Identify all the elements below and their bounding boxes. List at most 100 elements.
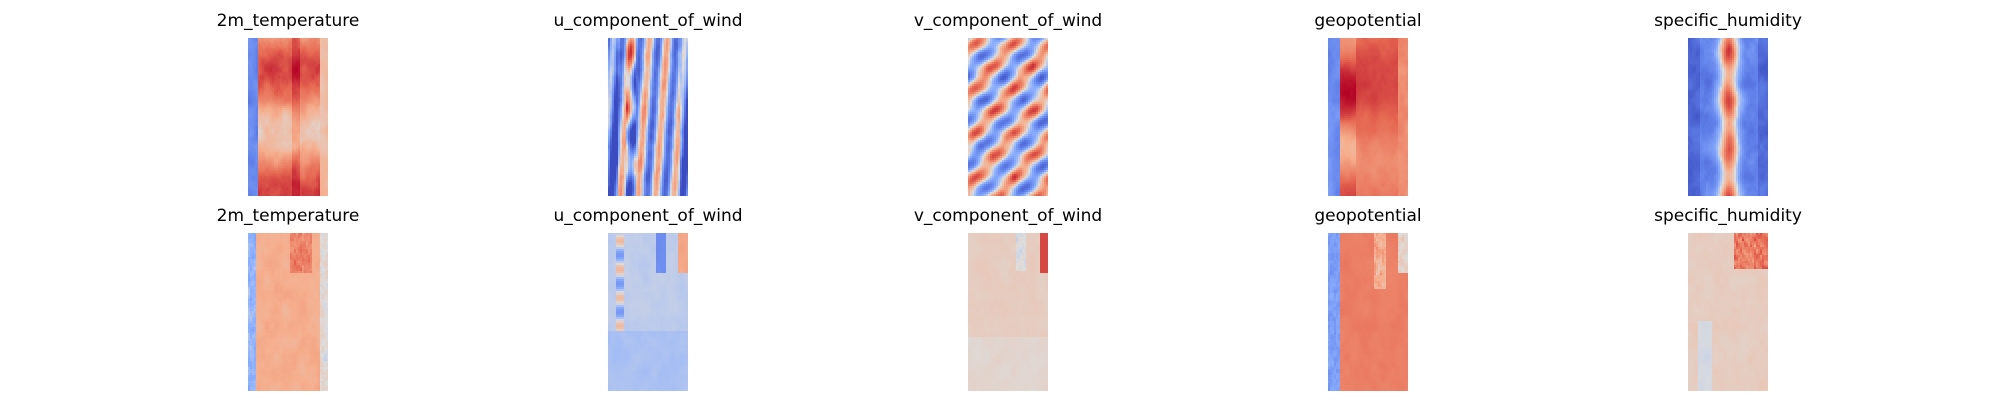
- heatmap-cell: [256, 184, 259, 187]
- heatmap-cell: [672, 90, 675, 93]
- heatmap-cell: [268, 168, 271, 171]
- heatmap-cell: [684, 114, 687, 117]
- heatmap-cell: [258, 72, 261, 75]
- heatmap-cell: [326, 50, 328, 53]
- heatmap-cell: [274, 124, 277, 127]
- heatmap-cell: [674, 104, 677, 107]
- heatmap-cell: [254, 166, 257, 169]
- heatmap-cell: [280, 92, 283, 95]
- heatmap-cell: [660, 108, 663, 111]
- heatmap-cell: [266, 180, 269, 183]
- heatmap-cell: [614, 84, 617, 87]
- heatmap-cell: [310, 54, 313, 57]
- heatmap-cell: [266, 176, 269, 179]
- heatmap-cell: [262, 104, 265, 107]
- heatmap-cell: [640, 50, 643, 53]
- heatmap-cell: [322, 180, 325, 183]
- heatmap-cell: [624, 60, 627, 63]
- heatmap-cell: [280, 186, 283, 189]
- heatmap-cell: [324, 84, 327, 87]
- heatmap-cell: [622, 48, 625, 51]
- heatmap-cell: [276, 116, 279, 119]
- heatmap-cell: [616, 92, 619, 95]
- heatmap-cell: [318, 40, 321, 43]
- heatmap-cell: [670, 114, 673, 117]
- heatmap-cell: [268, 106, 271, 109]
- heatmap-cell: [668, 52, 671, 55]
- heatmap-cell: [312, 194, 315, 196]
- heatmap-cell: [292, 166, 295, 169]
- heatmap-cell: [270, 150, 273, 153]
- heatmap-cell: [266, 156, 269, 159]
- heatmap-cell: [322, 40, 325, 43]
- heatmap-cell: [318, 182, 321, 185]
- heatmap-cell: [302, 98, 305, 101]
- heatmap-cell: [626, 94, 629, 97]
- heatmap-cell: [614, 68, 617, 71]
- heatmap-cell: [262, 140, 265, 143]
- heatmap-cell: [252, 174, 255, 177]
- heatmap-cell: [656, 58, 659, 61]
- heatmap-cell: [674, 62, 677, 65]
- heatmap-cell: [296, 56, 299, 59]
- heatmap-cell: [670, 68, 673, 71]
- heatmap-cell: [282, 182, 285, 185]
- heatmap-cell: [616, 66, 619, 69]
- heatmap-cell: [646, 42, 649, 45]
- heatmap-cell: [296, 86, 299, 89]
- heatmap-cell: [260, 86, 263, 89]
- heatmap-cell: [252, 192, 255, 195]
- heatmap-cell: [650, 90, 653, 93]
- heatmap-cell: [650, 124, 653, 127]
- heatmap-cell: [318, 80, 321, 83]
- heatmap-cell: [622, 88, 625, 91]
- heatmap-cell: [262, 154, 265, 157]
- heatmap-cell: [646, 108, 649, 111]
- heatmap-cell: [294, 84, 297, 87]
- heatmap-cell: [324, 156, 327, 159]
- heatmap-cell: [666, 50, 669, 53]
- heatmap-cell: [258, 122, 261, 125]
- heatmap-cell: [296, 172, 299, 175]
- heatmap-cell: [278, 66, 281, 69]
- heatmap-cell: [300, 172, 303, 175]
- heatmap-cell: [316, 156, 319, 159]
- heatmap-cell: [256, 96, 259, 99]
- heatmap-cell: [312, 106, 315, 109]
- heatmap-cell: [302, 168, 305, 171]
- heatmap-cell: [316, 78, 319, 81]
- heatmap-cell: [282, 62, 285, 65]
- heatmap-cell: [308, 76, 311, 79]
- heatmap-cell: [642, 104, 645, 107]
- heatmap-cell: [658, 54, 661, 57]
- heatmap-cell: [322, 106, 325, 109]
- heatmap-cell: [258, 140, 261, 143]
- heatmap-cell: [252, 116, 255, 119]
- heatmap-cell: [290, 178, 293, 181]
- heatmap-cell: [260, 136, 263, 139]
- heatmap-cell: [286, 170, 289, 173]
- heatmap-cell: [294, 158, 297, 161]
- heatmap-cell: [630, 86, 633, 89]
- heatmap-cell: [254, 188, 257, 191]
- heatmap-cell: [288, 186, 291, 189]
- heatmap-cell: [320, 154, 323, 157]
- heatmap-cell: [292, 138, 295, 141]
- heatmap-cell: [260, 150, 263, 153]
- heatmap-cell: [296, 120, 299, 123]
- heatmap-cell: [250, 52, 253, 55]
- heatmap-cell: [640, 56, 643, 59]
- heatmap-cell: [654, 76, 657, 79]
- heatmap-cell: [610, 56, 613, 59]
- heatmap-cell: [636, 122, 639, 125]
- heatmap-cell: [250, 184, 253, 187]
- heatmap-cell: [284, 60, 287, 63]
- heatmap-cell: [322, 114, 325, 117]
- heatmap-cell: [612, 86, 615, 89]
- heatmap-cell: [312, 82, 315, 85]
- heatmap-cell: [274, 70, 277, 73]
- heatmap-cell: [298, 46, 301, 49]
- heatmap-cell: [624, 86, 627, 89]
- heatmap-cell: [272, 66, 275, 69]
- heatmap-cell: [270, 138, 273, 141]
